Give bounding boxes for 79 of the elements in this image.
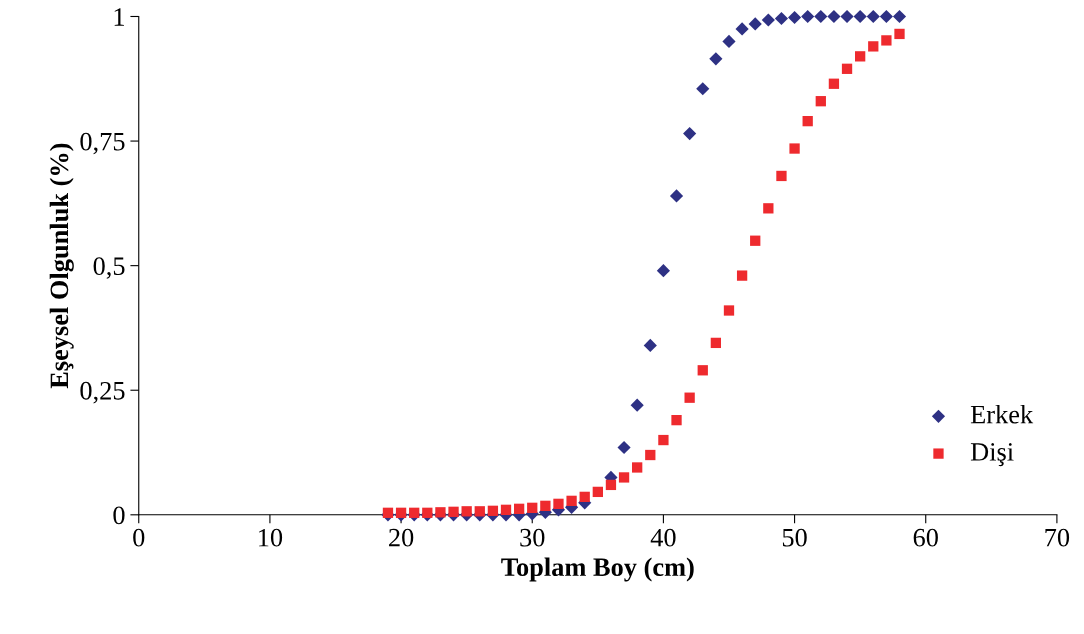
point (827, 9, 841, 24)
point (684, 392, 695, 403)
point (894, 28, 905, 40)
point (448, 506, 459, 517)
point (643, 338, 657, 352)
x-axis-title: Toplam Boy (cm) (501, 557, 694, 582)
y-tick-label: 0,5 (93, 257, 125, 279)
point (630, 398, 644, 412)
point (814, 9, 828, 24)
point (696, 82, 710, 96)
x-tick-label: 10 (259, 528, 283, 547)
legend-label: Dişi (970, 443, 1014, 467)
point (736, 270, 748, 281)
point (774, 11, 789, 26)
point (841, 63, 853, 74)
point (722, 34, 736, 48)
legend-label: Erkek (970, 404, 1034, 424)
point (789, 143, 800, 154)
point (656, 264, 670, 278)
point (553, 498, 564, 509)
point (879, 9, 893, 24)
point (669, 189, 684, 203)
point (828, 78, 840, 89)
point (840, 9, 854, 24)
point (802, 115, 813, 127)
point (487, 505, 499, 516)
point (866, 9, 880, 24)
point (645, 449, 656, 461)
point (723, 305, 735, 316)
y-tick-label: 0,75 (80, 132, 125, 155)
point (500, 504, 512, 515)
point (592, 486, 603, 498)
point (697, 365, 708, 376)
point (855, 51, 866, 62)
point (579, 491, 590, 503)
point (632, 462, 643, 473)
point (435, 507, 446, 518)
x-tick-label: 40 (650, 528, 676, 547)
x-tick-label: 50 (782, 528, 807, 547)
point (658, 434, 669, 446)
point (683, 127, 697, 141)
point (382, 507, 394, 518)
x-tick-label: 30 (520, 528, 545, 547)
point (409, 507, 420, 518)
point (422, 507, 433, 518)
point (474, 506, 485, 517)
point (605, 479, 617, 491)
point (801, 9, 815, 24)
point (461, 506, 472, 517)
point (750, 235, 761, 246)
point (395, 507, 407, 518)
x-tick-label: 70 (1045, 528, 1070, 547)
y-tick-label: 1 (114, 8, 124, 26)
point (618, 472, 630, 483)
x-tick-label: 0 (133, 528, 145, 547)
point (735, 22, 749, 36)
point (881, 35, 892, 46)
point (527, 502, 538, 513)
point (776, 170, 787, 182)
point (868, 41, 879, 52)
y-axis-title: Eşeysel Olgunluk (%) (49, 143, 74, 389)
point (787, 10, 802, 25)
point (763, 203, 774, 214)
point (566, 495, 577, 507)
y-tick-label: 0,25 (80, 381, 125, 404)
point (617, 440, 631, 455)
point (853, 9, 867, 24)
point (513, 503, 525, 514)
y-tick-label: 0 (113, 506, 125, 525)
point (815, 96, 826, 107)
point (671, 414, 682, 426)
point (540, 500, 551, 511)
point (748, 17, 762, 31)
point (709, 52, 723, 66)
x-tick-label: 60 (913, 528, 938, 547)
point (892, 9, 907, 24)
x-tick-label: 20 (389, 528, 414, 547)
point (710, 337, 722, 349)
point (761, 13, 775, 27)
